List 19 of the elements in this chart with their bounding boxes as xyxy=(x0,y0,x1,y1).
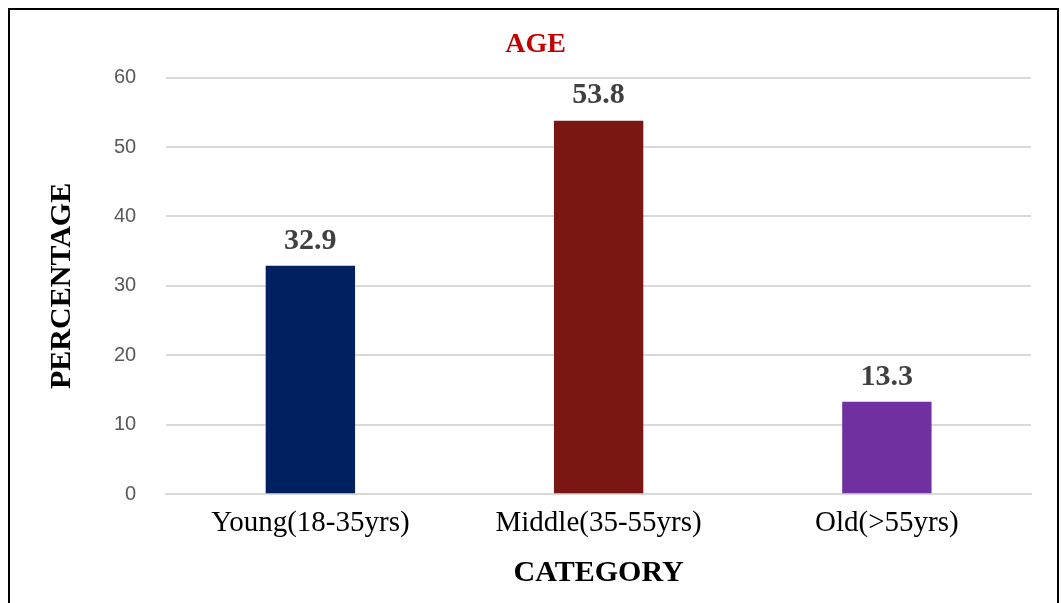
bar xyxy=(842,401,932,494)
data-label: 32.9 xyxy=(284,221,337,255)
y-tick-label: 0 xyxy=(125,481,137,504)
y-tick-label: 10 xyxy=(114,412,137,435)
x-tick-label: Young(18-35yrs) xyxy=(211,505,410,539)
chart-title: AGE xyxy=(505,27,566,59)
x-tick-label: Old(>55yrs) xyxy=(815,505,959,539)
y-tick-label: 60 xyxy=(114,65,137,88)
data-label: 13.3 xyxy=(860,357,914,391)
y-tick-label: 20 xyxy=(114,342,137,365)
y-tick-label: 50 xyxy=(114,134,137,157)
x-tick-label: Middle(35-55yrs) xyxy=(495,505,702,539)
y-axis-title: PERCENTAGE xyxy=(42,182,76,389)
y-tick-label: 30 xyxy=(114,273,137,296)
y-tick-label: 40 xyxy=(114,203,137,226)
x-axis-title: CATEGORY xyxy=(513,553,684,587)
bar xyxy=(553,120,644,494)
bar xyxy=(265,265,356,494)
data-label: 53.8 xyxy=(572,76,625,110)
